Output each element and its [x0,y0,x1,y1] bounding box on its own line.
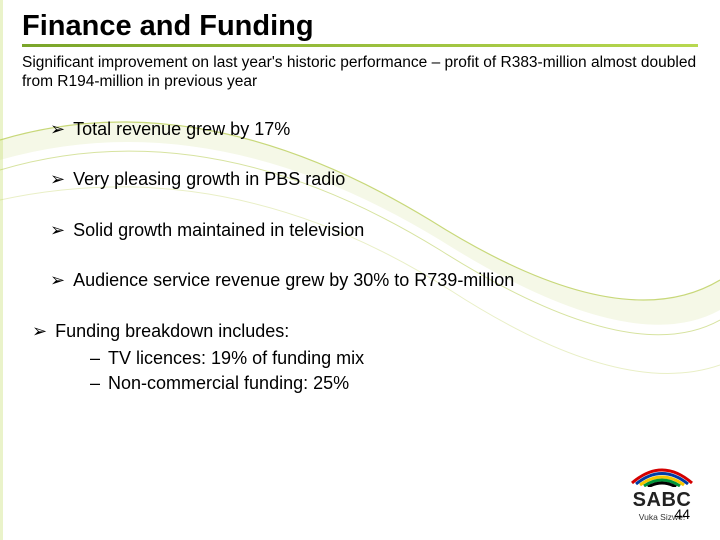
sub-bullet-text: Non-commercial funding: 25% [108,371,349,395]
subtitle-text: Significant improvement on last year's h… [22,53,698,92]
sub-bullet-list: – TV licences: 19% of funding mix – Non-… [22,346,698,395]
arrow-bullet-icon: ➢ [50,168,65,191]
bullet-item: ➢ Audience service revenue grew by 30% t… [50,269,698,292]
page-number: 44 [674,506,690,522]
left-edge-accent [0,0,3,540]
bullet-text: Very pleasing growth in PBS radio [73,168,345,191]
sub-bullet-item: – Non-commercial funding: 25% [90,371,698,395]
bullet-list: ➢ Total revenue grew by 17% ➢ Very pleas… [22,118,698,343]
bullet-text: Audience service revenue grew by 30% to … [73,269,514,292]
bullet-item: ➢ Very pleasing growth in PBS radio [50,168,698,191]
bullet-text: Funding breakdown includes: [55,320,289,343]
arrow-bullet-icon: ➢ [50,219,65,242]
bullet-text: Total revenue grew by 17% [73,118,290,141]
dash-bullet-icon: – [90,346,100,370]
page-title: Finance and Funding [22,10,698,47]
bullet-text: Solid growth maintained in television [73,219,364,242]
dash-bullet-icon: – [90,371,100,395]
bullet-item: ➢ Total revenue grew by 17% [50,118,698,141]
arrow-bullet-icon: ➢ [32,320,47,343]
sub-bullet-text: TV licences: 19% of funding mix [108,346,364,370]
bullet-item: ➢ Funding breakdown includes: [32,320,698,343]
bullet-item: ➢ Solid growth maintained in television [50,219,698,242]
sub-bullet-item: – TV licences: 19% of funding mix [90,346,698,370]
arrow-bullet-icon: ➢ [50,118,65,141]
logo-arcs-icon [630,461,694,487]
arrow-bullet-icon: ➢ [50,269,65,292]
